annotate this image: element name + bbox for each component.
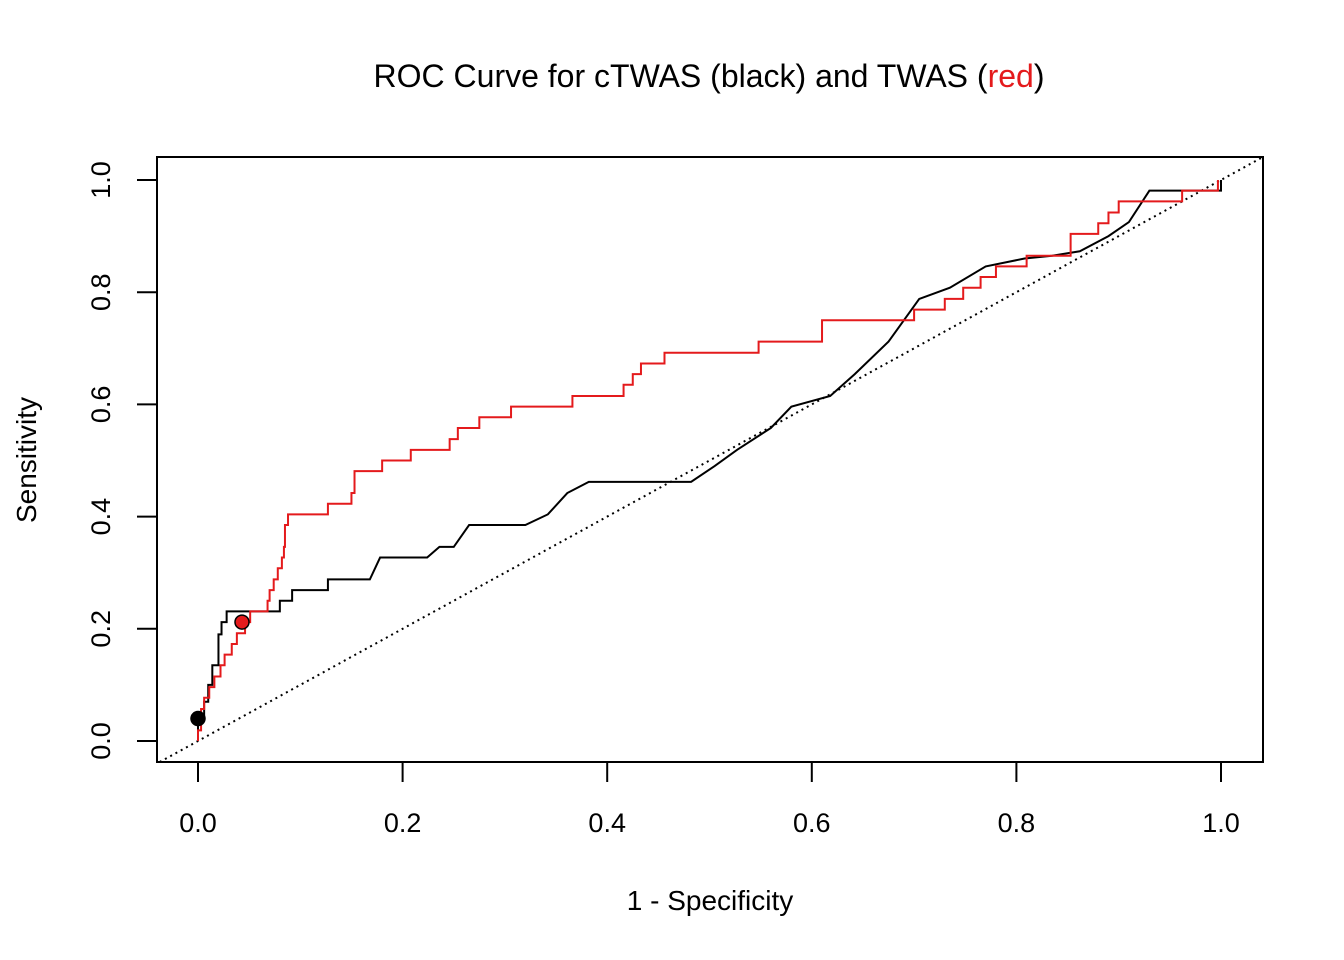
x-tick-label: 0.2 xyxy=(384,808,422,838)
x-tick-label: 1.0 xyxy=(1202,808,1240,838)
chart-title-prefix: ROC Curve for cTWAS (black) and TWAS ( xyxy=(374,58,988,94)
y-axis-label: Sensitivity xyxy=(11,397,42,523)
operating-point-marker xyxy=(234,614,250,630)
chart-title: ROC Curve for cTWAS (black) and TWAS (re… xyxy=(374,58,1045,94)
y-tick-label: 0.4 xyxy=(86,498,116,536)
reference-diagonal xyxy=(159,156,1264,763)
y-tick-label: 1.0 xyxy=(86,161,116,199)
x-axis: 0.0 0.2 0.4 0.6 0.8 1.0 xyxy=(179,761,1240,838)
y-axis: 0.0 0.2 0.4 0.6 0.8 1.0 xyxy=(86,161,158,760)
x-tick-label: 0.4 xyxy=(588,808,626,838)
chart-title-highlight: red xyxy=(988,58,1034,94)
x-tick-label: 0.6 xyxy=(793,808,831,838)
x-axis-label: 1 - Specificity xyxy=(627,885,794,916)
chart-title-suffix: ) xyxy=(1034,58,1045,94)
series-line xyxy=(197,180,1222,741)
y-tick-label: 0.2 xyxy=(86,610,116,648)
plot-area xyxy=(159,156,1264,763)
y-tick-label: 0.8 xyxy=(86,273,116,311)
series-line xyxy=(197,180,1219,741)
y-tick-label: 0.6 xyxy=(86,386,116,424)
y-tick-label: 0.0 xyxy=(86,722,116,760)
x-tick-label: 0.8 xyxy=(998,808,1036,838)
operating-point-marker xyxy=(190,710,206,727)
x-tick-label: 0.0 xyxy=(179,808,217,838)
